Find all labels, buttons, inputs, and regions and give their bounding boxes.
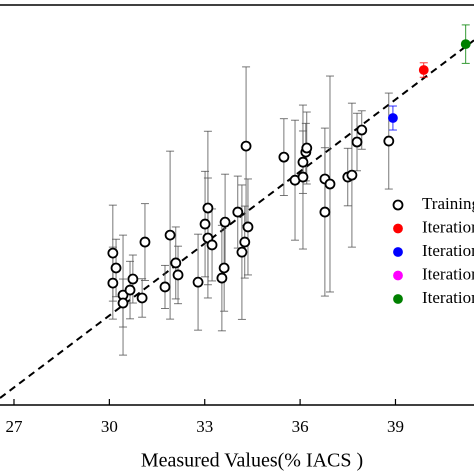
point	[192, 276, 204, 288]
legend-marker	[393, 247, 403, 257]
point	[242, 221, 254, 233]
point	[346, 169, 358, 181]
point	[218, 262, 230, 274]
point	[199, 218, 211, 230]
point	[170, 257, 182, 269]
point	[164, 229, 176, 241]
point	[172, 269, 184, 281]
point	[351, 136, 363, 148]
legend-label: Iteration 2	[422, 241, 474, 260]
point	[388, 113, 398, 123]
point	[219, 216, 231, 228]
x-tick-label: 39	[387, 417, 404, 436]
point	[110, 262, 122, 274]
point	[136, 292, 148, 304]
x-tick-label: 27	[5, 417, 23, 436]
point	[383, 135, 395, 147]
legend-marker	[393, 294, 403, 304]
point	[418, 65, 429, 75]
point	[232, 206, 244, 218]
point	[206, 239, 218, 251]
plot-area	[0, 24, 474, 399]
point	[107, 277, 119, 289]
point	[301, 142, 313, 154]
point	[127, 273, 139, 285]
legend-marker	[393, 223, 403, 234]
point	[216, 272, 228, 284]
reference-line	[0, 39, 474, 399]
x-axis-label: Measured Values(% IACS )	[141, 450, 363, 472]
point	[240, 140, 252, 152]
point	[117, 297, 129, 309]
x-tick-label: 36	[292, 417, 309, 436]
point	[319, 206, 331, 218]
point	[239, 236, 251, 248]
point	[324, 178, 336, 190]
legend-marker	[392, 199, 404, 211]
point	[297, 171, 309, 183]
legend-label: Iteration 3	[422, 264, 474, 283]
point	[278, 151, 290, 163]
legend-label: Iteration 4	[422, 288, 474, 307]
point	[202, 202, 214, 214]
x-tick-label: 33	[196, 417, 213, 436]
legend-label: Iteration 1	[422, 217, 474, 236]
point	[236, 246, 248, 258]
point	[356, 124, 368, 136]
point	[159, 281, 171, 293]
x-tick-label: 30	[101, 417, 118, 436]
point	[460, 39, 471, 50]
legend-label: Training	[422, 194, 474, 213]
legend-marker	[393, 270, 403, 281]
point	[124, 284, 136, 296]
point	[139, 236, 151, 248]
point	[297, 156, 309, 168]
point	[107, 247, 119, 259]
